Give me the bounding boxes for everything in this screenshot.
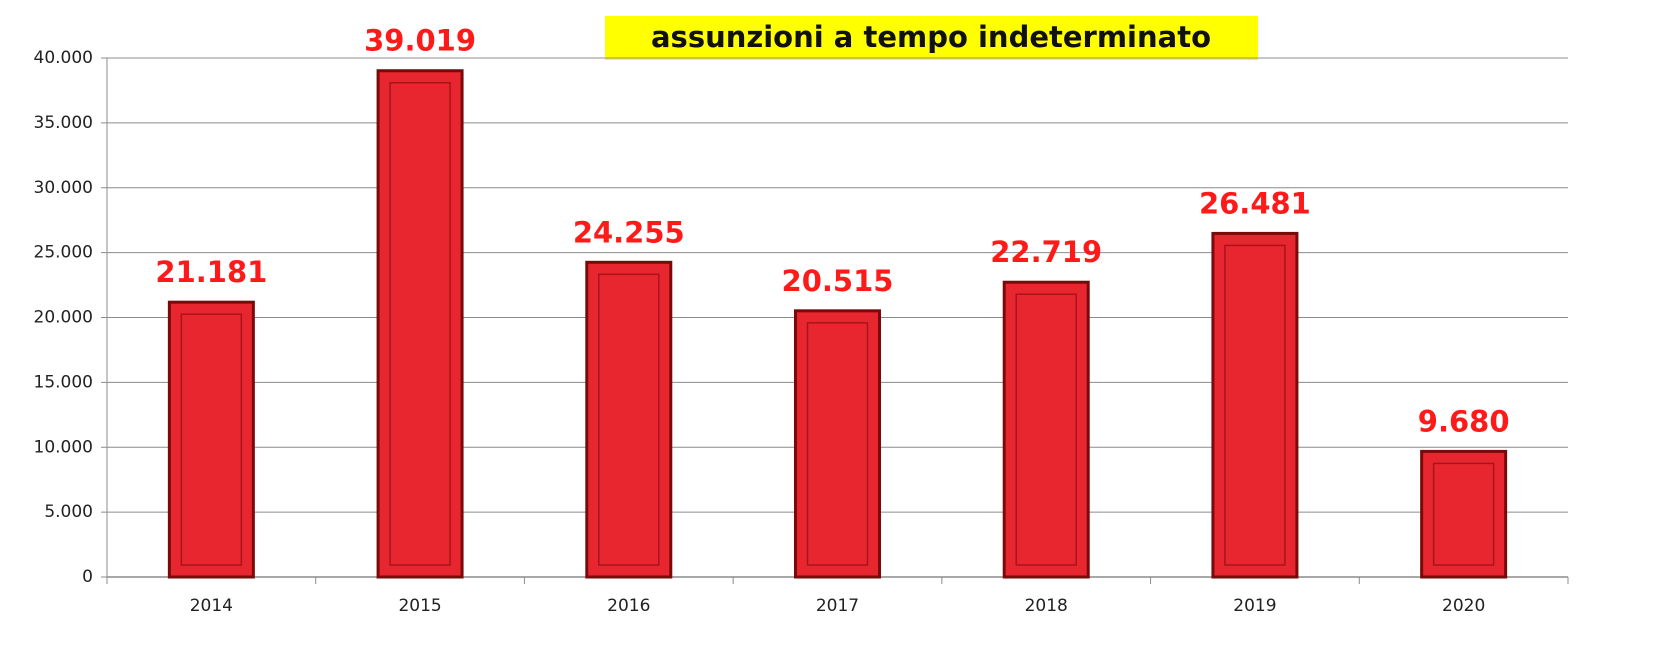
- bar-bevel: [180, 313, 243, 566]
- bar-bevel: [598, 273, 660, 566]
- bar: [585, 260, 673, 579]
- value-label: 9.680: [1418, 404, 1510, 438]
- value-label: 20.515: [782, 264, 894, 298]
- x-tick-label: 2018: [1025, 596, 1068, 616]
- y-tick-label: 10.000: [34, 437, 93, 457]
- bar: [167, 300, 255, 579]
- value-label: 39.019: [364, 24, 476, 58]
- bar: [794, 309, 881, 579]
- y-tick-label: 5.000: [44, 502, 93, 522]
- y-tick-label: 20.000: [34, 308, 93, 328]
- bar-bevel: [806, 322, 869, 566]
- bar: [1002, 280, 1090, 579]
- x-tick-label: 2019: [1233, 596, 1276, 616]
- bar-bevel: [1015, 293, 1077, 566]
- x-tick-label: 2017: [816, 596, 859, 616]
- bar-bevel: [1432, 462, 1495, 566]
- bar: [1211, 231, 1299, 579]
- value-label: 24.255: [573, 215, 685, 249]
- bar-bevel: [389, 81, 451, 566]
- title-background: [605, 16, 1258, 60]
- bar-bevel: [1224, 244, 1286, 566]
- value-label: 26.481: [1199, 186, 1311, 220]
- x-tick-label: 2020: [1442, 596, 1485, 616]
- y-tick-label: 0: [82, 567, 93, 587]
- x-tick-label: 2016: [607, 596, 650, 616]
- x-tick-label: 2014: [190, 596, 233, 616]
- chart-title: assunzioni a tempo indeterminato: [651, 20, 1211, 54]
- value-label: 21.181: [155, 255, 267, 289]
- bar: [376, 69, 464, 579]
- y-tick-label: 30.000: [34, 178, 93, 198]
- y-tick-label: 35.000: [34, 113, 93, 133]
- y-tick-label: 15.000: [34, 372, 93, 392]
- x-tick-label: 2015: [398, 596, 441, 616]
- y-tick-label: 40.000: [34, 48, 93, 68]
- y-tick-label: 25.000: [34, 243, 93, 263]
- value-label: 22.719: [990, 235, 1102, 269]
- bar: [1420, 449, 1508, 579]
